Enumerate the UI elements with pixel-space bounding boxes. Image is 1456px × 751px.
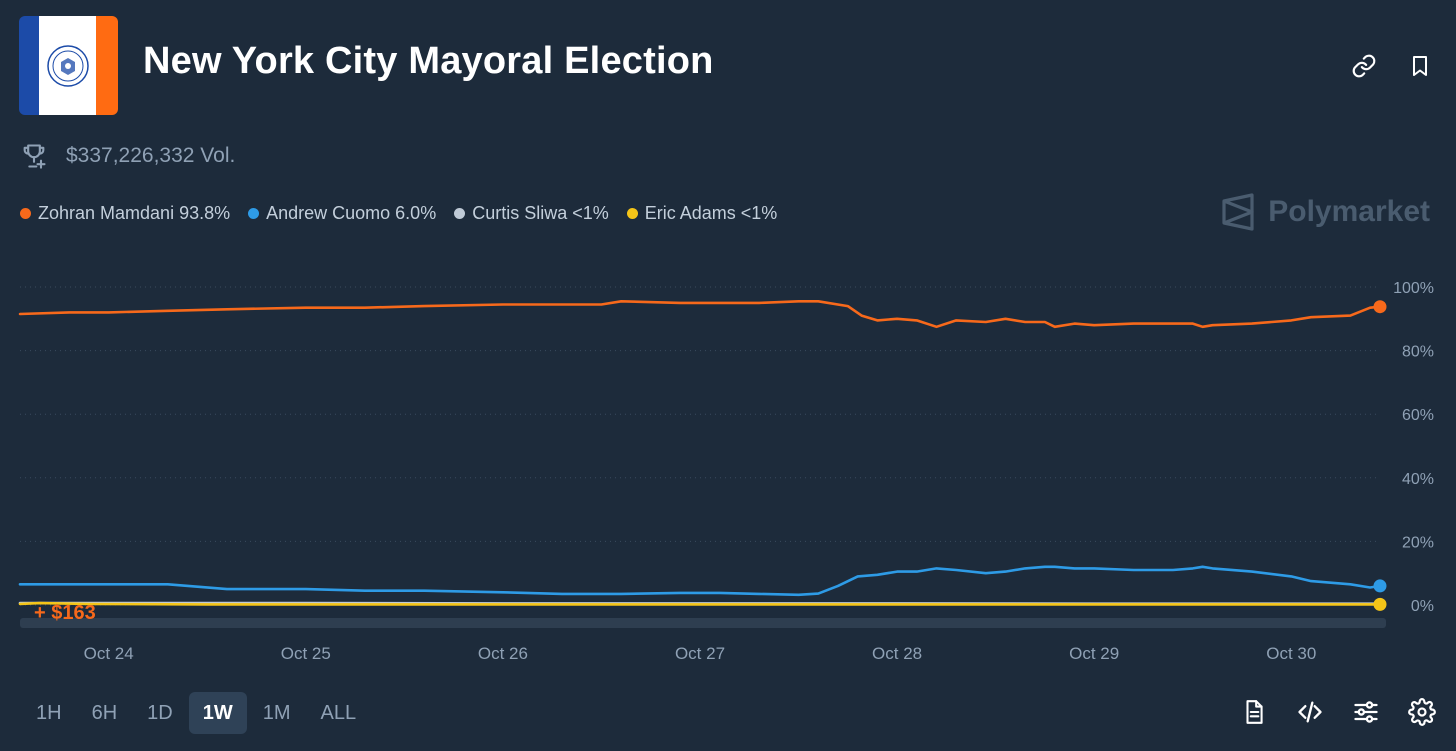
rules-button[interactable]: [1240, 698, 1268, 726]
bookmark-button[interactable]: [1406, 52, 1434, 80]
timeframe-all[interactable]: ALL: [320, 701, 357, 724]
chart-legend: Zohran Mamdani 93.8% Andrew Cuomo 6.0% C…: [20, 203, 777, 224]
volume-bar: [20, 618, 1386, 628]
sliders-icon: [1354, 701, 1378, 723]
nyc-seal-icon: [46, 44, 89, 87]
legend-label: Eric Adams <1%: [644, 203, 778, 223]
polymarket-logo-icon: [1222, 193, 1254, 231]
y-tick-label: 100%: [1393, 280, 1434, 297]
polymarket-watermark: Polymarket: [1220, 193, 1430, 231]
x-tick-label: Oct 30: [1266, 644, 1316, 663]
timeframe-1w[interactable]: 1W: [188, 692, 247, 734]
series-endpoint-zohran-mamdani: [1373, 300, 1387, 314]
embed-button[interactable]: [1296, 698, 1324, 726]
legend-dot: [248, 208, 260, 219]
bookmark-icon: [1413, 56, 1427, 76]
series-endpoint-andrew-cuomo: [1373, 579, 1387, 593]
legend-label: Zohran Mamdani 93.8%: [38, 203, 231, 223]
y-tick-label: 0%: [1411, 598, 1434, 615]
code-icon: [1298, 701, 1322, 723]
timeframe-1h[interactable]: 1H: [36, 701, 62, 724]
market-image: [19, 16, 118, 115]
legend-label: Andrew Cuomo 6.0%: [266, 203, 437, 223]
timeframe-6h[interactable]: 6H: [91, 701, 118, 724]
settings-button[interactable]: [1408, 698, 1436, 726]
y-tick-label: 60%: [1402, 407, 1434, 424]
y-tick-label: 40%: [1402, 471, 1434, 488]
page-title: New York City Mayoral Election: [143, 40, 714, 82]
y-tick-label: 80%: [1402, 344, 1434, 361]
legend-item-sliwa[interactable]: Curtis Sliwa <1%: [454, 203, 609, 224]
timeframe-1d[interactable]: 1D: [147, 701, 173, 724]
x-tick-label: Oct 27: [675, 644, 725, 663]
link-icon: [1352, 54, 1376, 78]
volume-value: $337,226,332 Vol.: [66, 144, 236, 167]
legend-item-cuomo[interactable]: Andrew Cuomo 6.0%: [248, 203, 436, 224]
copy-link-button[interactable]: [1350, 52, 1378, 80]
x-tick-label: Oct 29: [1069, 644, 1119, 663]
timeframe-1m[interactable]: 1M: [262, 701, 291, 724]
chart-filters-button[interactable]: [1352, 698, 1380, 726]
legend-label: Curtis Sliwa <1%: [472, 203, 609, 223]
price-chart: 100% 80% 60% 40% 20% 0% Oct 24 Oct 25 Oct 26 Oct …: [18, 280, 1434, 663]
legend-item-adams[interactable]: Eric Adams <1%: [626, 203, 778, 224]
series-endpoint-eric-adams: [1373, 597, 1387, 611]
trophy-icon: [23, 144, 46, 169]
x-tick-label: Oct 26: [478, 644, 528, 663]
x-tick-label: Oct 25: [281, 644, 331, 663]
settings-icon: [1408, 698, 1436, 726]
volume-change-label: + $163: [34, 602, 96, 624]
legend-dot: [626, 208, 638, 219]
series-line-zohran-mamdani: [18, 299, 1382, 329]
series-line-andrew-cuomo: [18, 565, 1382, 597]
y-tick-label: 20%: [1402, 534, 1434, 551]
document-icon: [1246, 700, 1263, 724]
timeframe-selector: 1H 6H 1D 1W 1M ALL: [22, 692, 370, 734]
x-tick-label: Oct 24: [84, 644, 134, 663]
brand-name: Polymarket: [1268, 195, 1430, 228]
series-line-eric-adams: [18, 601, 1382, 606]
legend-item-mamdani[interactable]: Zohran Mamdani 93.8%: [20, 203, 230, 224]
legend-dot: [454, 208, 466, 219]
legend-dot: [20, 208, 31, 219]
x-tick-label: Oct 28: [872, 644, 922, 663]
volume-row: $337,226,332 Vol.: [20, 142, 235, 170]
